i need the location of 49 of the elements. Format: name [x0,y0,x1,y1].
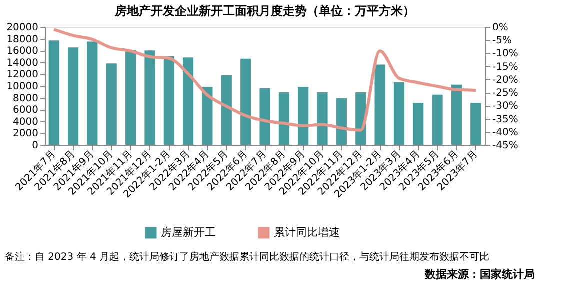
y-tick-label: 10000 [6,82,38,92]
bar [87,42,98,145]
y2-tick-label: -15% [492,62,518,73]
y-tick-label: 14000 [6,58,38,69]
bar [298,87,309,145]
y-tick-label: 4000 [13,116,38,128]
bar [48,40,60,145]
bar [221,75,232,145]
y-tick-label: 6000 [13,105,38,116]
y-tick-label: 20000 [6,22,38,34]
y2-tick-label: -40% [492,127,518,138]
legend-label: 累计同比增速 [274,226,340,239]
bar [432,94,443,145]
y2-tick-label: -25% [492,88,518,100]
bar [183,58,194,145]
bar [202,87,213,145]
y-tick-label: 2000 [13,128,38,140]
legend-label: 房屋新开工 [161,226,216,239]
bar [317,92,328,145]
bar [126,50,136,145]
y2-tick-label: -10% [492,48,518,60]
bar [374,64,386,145]
bar [413,103,424,145]
y2-tick-label: -45% [492,140,518,152]
bar [68,48,79,145]
y2-tick-label: 0% [492,22,508,34]
bar [144,50,156,145]
bar [451,84,462,145]
y-tick-label: 8000 [13,93,38,104]
y-tick-label: 16000 [6,46,38,58]
y-tick-label: 12000 [6,70,38,81]
bar [394,82,404,145]
bar [470,103,482,145]
text: 备注：自 2023 年 4 月起，统计局修订了房地产数据累计同比数据的统计口径，与统计局往期发布数据不可比 [5,251,490,263]
line-series [52,28,478,132]
y-tick-label: 18000 [6,34,38,46]
y2-tick-label: -30% [492,101,518,112]
source-note: 数据来源：国家统计局 [424,268,535,281]
bar [106,64,117,145]
y-tick-label: 0 [32,140,38,152]
bar [278,92,290,145]
bar [240,58,252,145]
y2-tick-label: -35% [492,114,518,126]
y2-tick-label: -5% [492,36,512,47]
bar [336,98,347,145]
bar [164,56,174,145]
y2-tick-label: -20% [492,74,518,86]
bar [260,88,270,145]
chart-title: 房地产开发企业新开工面积月度走势（单位：万平方米） [114,4,415,18]
